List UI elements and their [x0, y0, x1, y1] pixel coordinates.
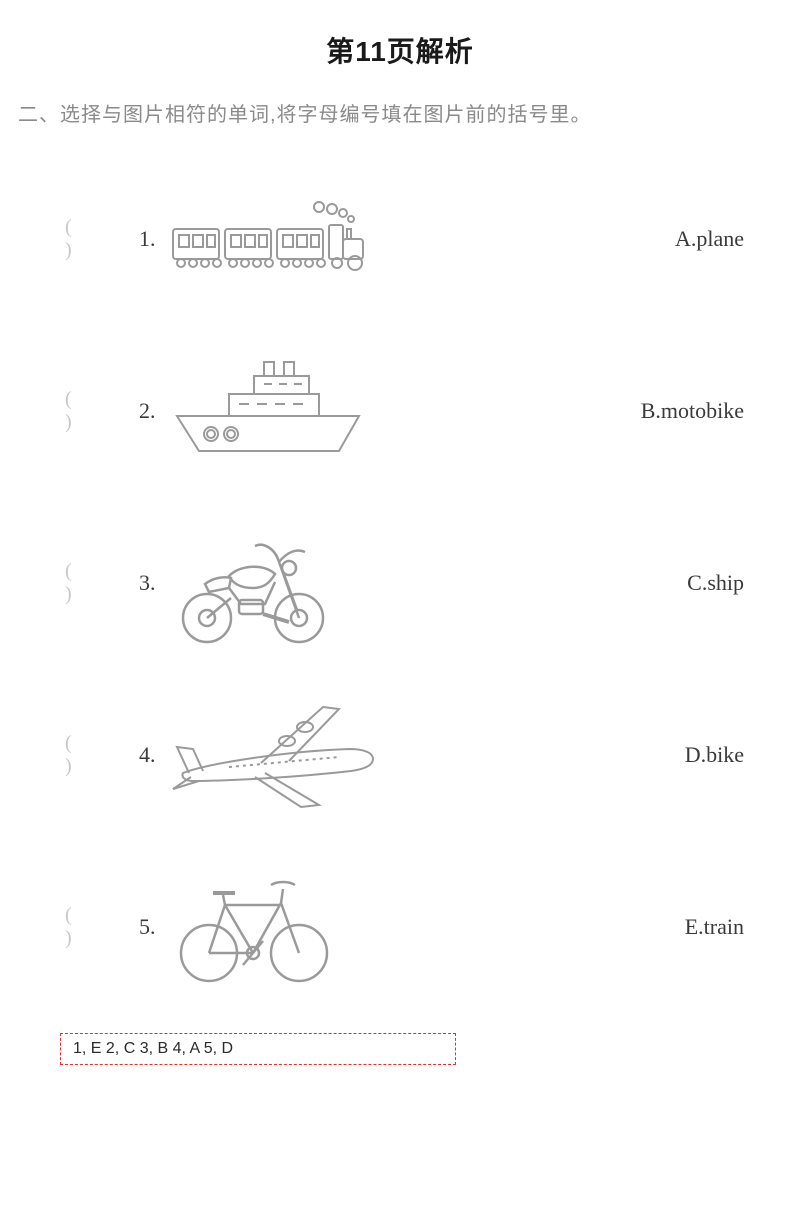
exercise-row: ( ) 2. [65, 325, 772, 497]
answer-bracket: ( ) [65, 216, 139, 262]
answer-bracket: ( ) [65, 732, 139, 778]
plane-icon [169, 695, 399, 815]
option-label: D.bike [685, 742, 744, 768]
item-number: 5. [139, 914, 169, 940]
answer-bracket: ( ) [65, 904, 139, 950]
ship-icon [169, 356, 399, 466]
page-title: 第11页解析 [0, 0, 800, 88]
item-number: 1. [139, 226, 169, 252]
exercise-row: ( ) 4. [65, 669, 772, 841]
bike-icon [169, 867, 399, 987]
train-icon [169, 199, 399, 279]
answer-bracket: ( ) [65, 560, 139, 606]
answer-bracket: ( ) [65, 388, 139, 434]
exercise-row: ( ) 3. [65, 497, 772, 669]
item-number: 4. [139, 742, 169, 768]
exercise-list: ( ) 1. [0, 153, 800, 1013]
option-label: C.ship [687, 570, 744, 596]
answer-box: 1, E 2, C 3, B 4, A 5, D [60, 1033, 456, 1065]
item-number: 3. [139, 570, 169, 596]
exercise-instruction: 二、选择与图片相符的单词,将字母编号填在图片前的括号里。 [0, 88, 800, 153]
option-label: B.motobike [641, 398, 744, 424]
motorbike-icon [169, 518, 399, 648]
exercise-row: ( ) 5. [65, 841, 772, 1013]
option-label: A.plane [675, 226, 744, 252]
option-label: E.train [685, 914, 744, 940]
exercise-row: ( ) 1. [65, 153, 772, 325]
item-number: 2. [139, 398, 169, 424]
